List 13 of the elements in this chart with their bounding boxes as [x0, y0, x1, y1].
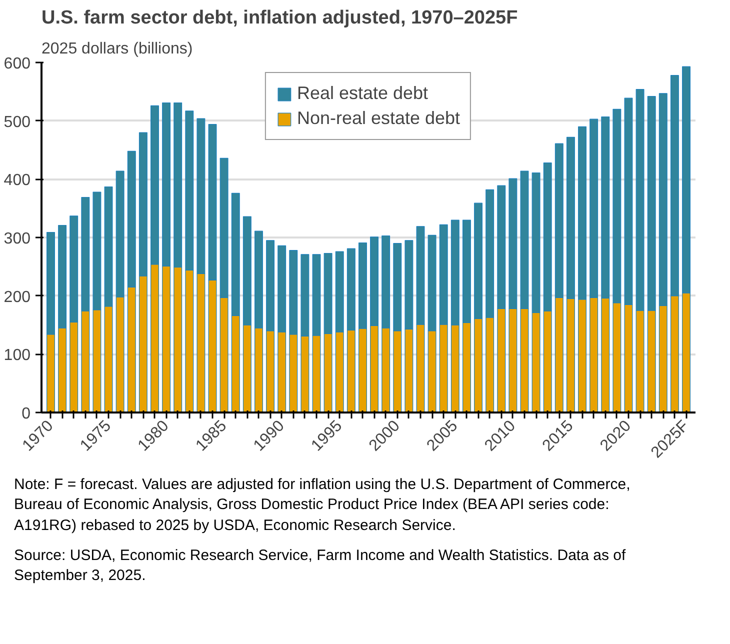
- chart-title: U.S. farm sector debt, inflation adjusted, 1970–2025F: [42, 8, 518, 28]
- y-tick-label: 300: [4, 230, 31, 248]
- y-tick-label: 0: [22, 406, 31, 422]
- y-tick-label: 200: [4, 288, 31, 306]
- text: Note: F = forecast. Values are adjusted for inflation using the U.S. Department of Commerce, Bureau of Economic Analysis, Gross Domestic Product Price Index (BEA API series code: A191RG) rebased to 2025 by USDA, Economic Research Service.: [14, 475, 632, 536]
- y-tick-label: 400: [4, 172, 31, 190]
- source-note: Source: USDA, Economic Research Service, Farm Income and Wealth Statistics. Data as of September 3, 2025.: [14, 546, 627, 586]
- y-axis-title: 2025 dollars (billions): [42, 40, 193, 58]
- legend-label: Non-real estate debt: [296, 108, 460, 129]
- legend-label: Real estate debt: [296, 83, 428, 104]
- y-tick-label: 600: [4, 56, 31, 72]
- y-tick-label: 500: [4, 114, 31, 131]
- y-tick-label: 100: [4, 347, 31, 364]
